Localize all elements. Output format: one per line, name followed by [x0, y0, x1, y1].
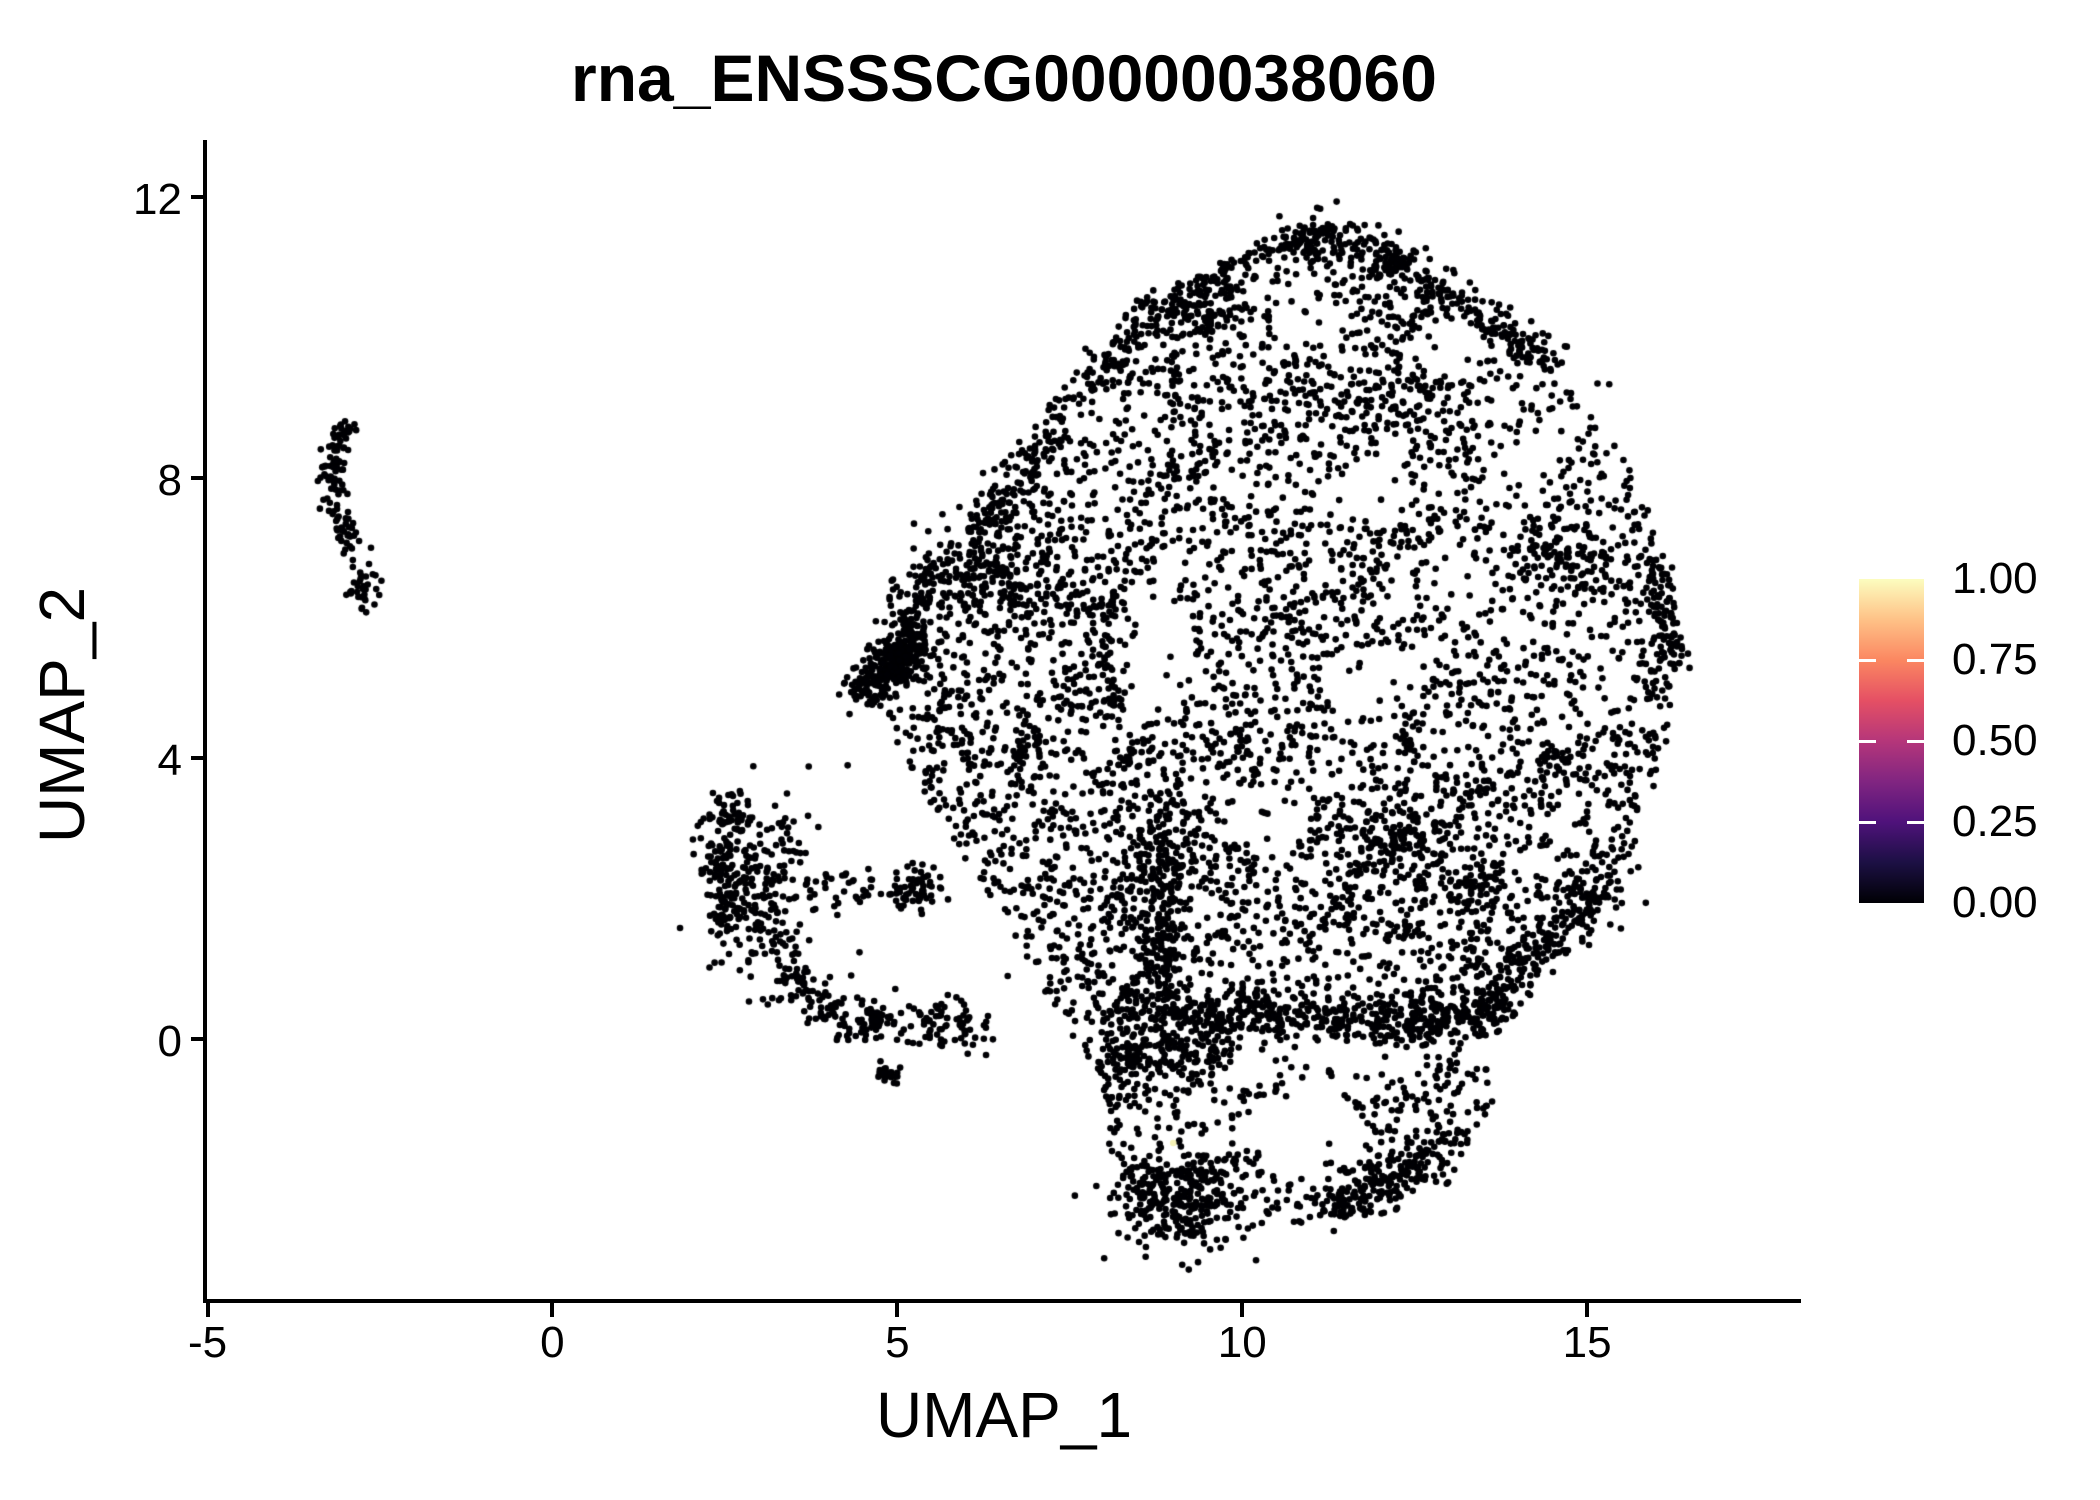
x-axis-line	[203, 1299, 1801, 1303]
y-tick-mark	[191, 194, 205, 199]
y-tick-mark	[191, 475, 205, 480]
x-tick-mark	[895, 1303, 900, 1317]
y-tick-mark	[191, 756, 205, 761]
colorbar-tick	[1907, 739, 1924, 743]
y-axis-title: UMAP_2	[26, 586, 98, 844]
colorbar-label: 0.25	[1952, 797, 2038, 846]
y-tick-label: 8	[157, 455, 182, 505]
y-axis-line	[203, 140, 207, 1303]
x-tick-mark	[1240, 1303, 1245, 1317]
x-tick-label: -5	[187, 1318, 228, 1367]
x-tick-label: 15	[1562, 1318, 1612, 1367]
colorbar-label: 0.75	[1952, 635, 2038, 684]
x-tick-label: 10	[1217, 1318, 1267, 1367]
colorbar-tick	[1907, 658, 1924, 662]
y-tick-label: 12	[133, 174, 182, 224]
y-tick-label: 4	[157, 736, 182, 786]
colorbar-tick	[1907, 820, 1924, 824]
colorbar-label: 1.00	[1952, 554, 2038, 603]
x-tick-mark	[550, 1303, 555, 1317]
x-tick-label: 5	[885, 1318, 910, 1367]
colorbar-tick	[1859, 658, 1876, 662]
x-tick-mark	[205, 1303, 210, 1317]
colorbar-label: 0.00	[1952, 878, 2038, 927]
colorbar-tick	[1859, 820, 1876, 824]
x-axis-title: UMAP_1	[875, 1379, 1133, 1451]
x-tick-label: 0	[540, 1318, 565, 1367]
colorbar-label: 0.50	[1952, 716, 2038, 765]
plot-title: rna_ENSSSCG00000038060	[571, 41, 1437, 115]
y-tick-mark	[191, 1037, 205, 1042]
x-tick-mark	[1585, 1303, 1590, 1317]
y-tick-label: 0	[157, 1017, 182, 1067]
colorbar-tick	[1859, 739, 1876, 743]
